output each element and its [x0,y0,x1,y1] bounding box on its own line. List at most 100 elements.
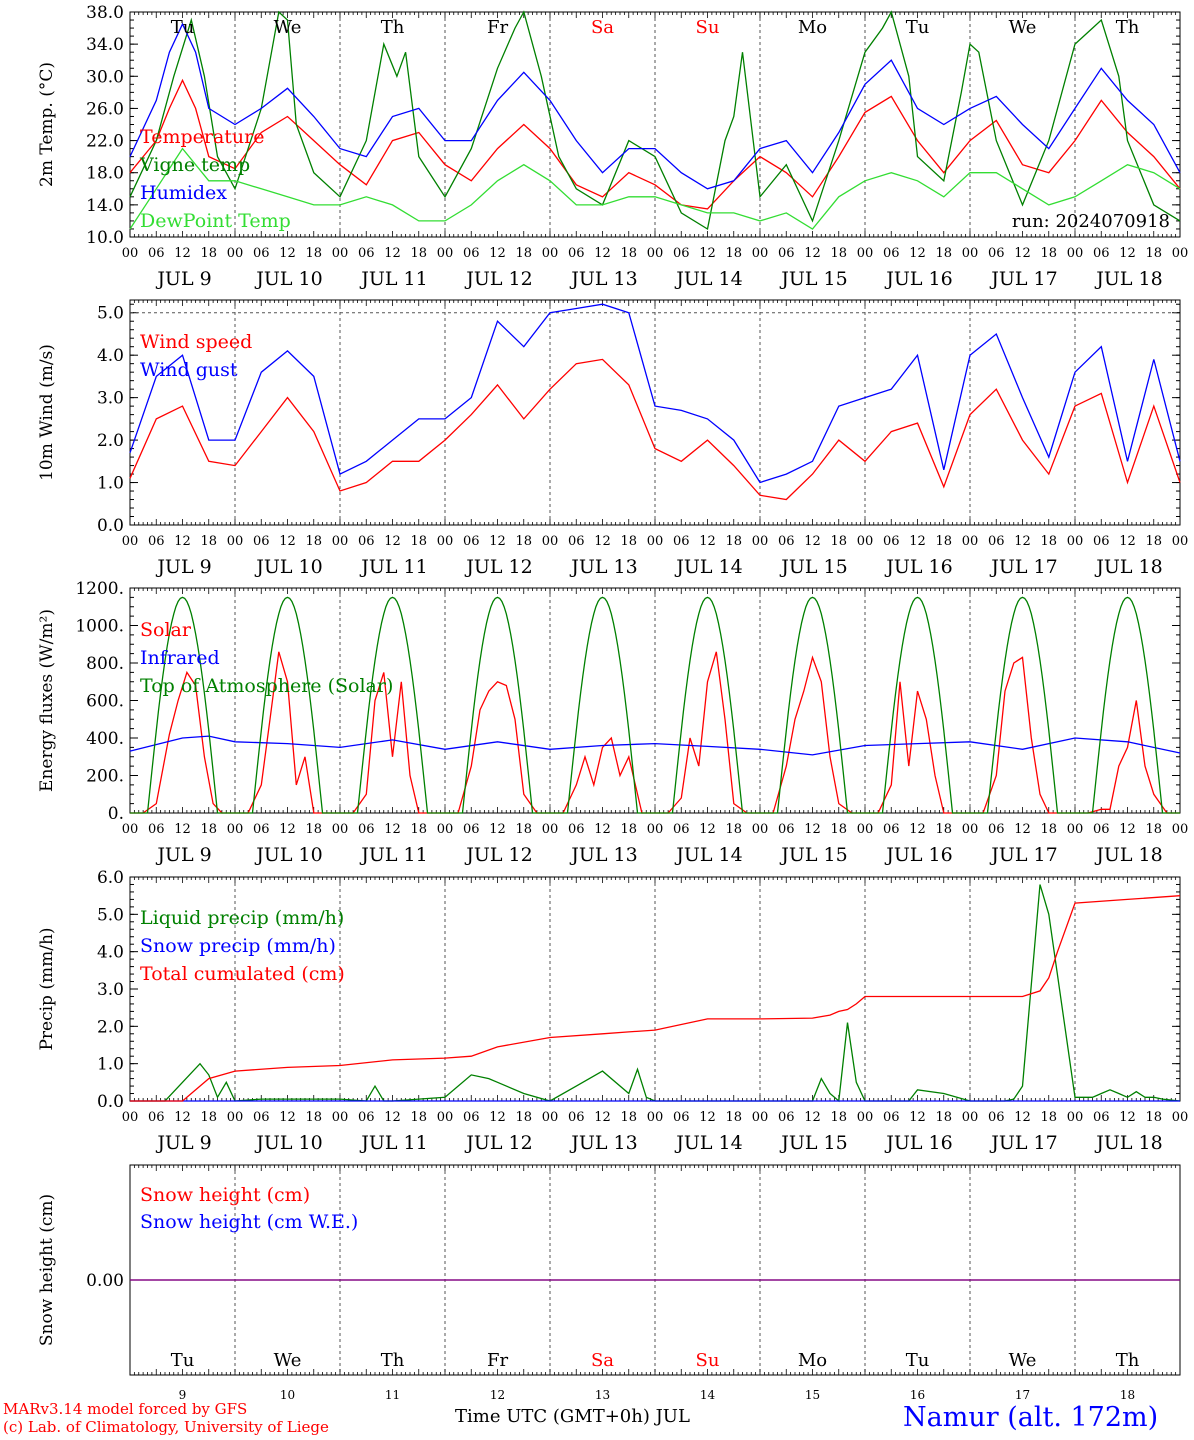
hour-tick-label: 06 [673,534,690,549]
hour-tick-label: 00 [647,246,664,261]
date-label: JUL 15 [779,1132,847,1154]
hour-tick-label: 00 [332,822,349,837]
date-label: JUL 14 [674,556,742,578]
weekday-label: Th [381,17,405,38]
hour-tick-label: 18 [830,822,847,837]
date-label: JUL 9 [155,844,211,866]
hour-tick-label: 18 [1040,822,1057,837]
hour-tick-label: 00 [1172,534,1189,549]
hour-tick-label: 12 [1119,534,1136,549]
date-label: JUL 18 [1094,556,1162,578]
hour-tick-label: 00 [647,534,664,549]
hour-tick-label: 12 [384,822,401,837]
date-label: JUL 14 [674,844,742,866]
date-label: JUL 15 [779,556,847,578]
hour-tick-label: 18 [515,246,532,261]
hour-tick-label: 06 [778,1110,795,1125]
hour-tick-label: 12 [699,1110,716,1125]
weekday-label: Mo [798,17,827,38]
hour-tick-label: 00 [437,246,454,261]
hour-tick-label: 06 [883,1110,900,1125]
hour-tick-label: 06 [358,534,375,549]
hour-tick-label: 00 [752,534,769,549]
run-annotation: run: 2024070918 [1012,211,1170,232]
series-line-total-cumulated-cm- [130,895,1181,1102]
hour-tick-label: 00 [437,534,454,549]
legend-entry: Snow height (cm) [140,1184,310,1206]
hour-tick-label: 00 [332,246,349,261]
weekday-label: Th [1116,17,1140,38]
series-line-humidex [129,22,1181,190]
hour-tick-label: 06 [673,822,690,837]
hour-tick-label: 18 [200,1110,217,1125]
hour-tick-label: 00 [1067,822,1084,837]
hour-tick-label: 18 [725,246,742,261]
date-label: JUL 11 [359,268,427,290]
series-line-wind-gust [129,303,1181,484]
hour-tick-label: 12 [1119,822,1136,837]
date-label: JUL 11 [359,844,427,866]
date-label: JUL 17 [989,268,1057,290]
hour-tick-label: 00 [962,534,979,549]
credits: MARv3.14 model forced by GFS (c) Lab. of… [3,1400,329,1436]
hour-tick-label: 12 [279,822,296,837]
date-label: JUL 9 [155,268,211,290]
hour-tick-label: 12 [384,1110,401,1125]
date-label: JUL 18 [1094,1132,1162,1154]
hour-tick-label: 06 [568,822,585,837]
hour-tick-label: 06 [673,1110,690,1125]
hour-tick-label: 18 [935,246,952,261]
hour-tick-label: 18 [935,534,952,549]
hour-tick-label: 18 [935,1110,952,1125]
hour-tick-label: 06 [883,534,900,549]
hour-tick-label: 00 [227,822,244,837]
hour-tick-label: 18 [1040,534,1057,549]
hour-tick-label: 12 [1014,534,1031,549]
hour-tick-label: 18 [410,246,427,261]
hour-tick-label: 12 [699,534,716,549]
hour-tick-label: 18 [200,534,217,549]
day-number-label: 13 [595,1388,610,1402]
weekday-label: Su [696,17,720,38]
hour-tick-label: 12 [594,822,611,837]
hour-tick-label: 18 [515,1110,532,1125]
hour-tick-label: 00 [227,1110,244,1125]
hour-tick-label: 12 [594,246,611,261]
hour-tick-label: 18 [725,1110,742,1125]
date-label: JUL 9 [155,556,211,578]
hour-tick-label: 00 [962,246,979,261]
hour-tick-label: 06 [568,534,585,549]
hour-tick-label: 18 [830,246,847,261]
hour-tick-label: 06 [148,534,165,549]
y-tick-label: 4.0 [97,943,124,963]
hour-tick-label: 00 [752,1110,769,1125]
day-number-label: 17 [1015,1388,1030,1402]
weekday-label: Fr [487,1350,508,1371]
date-label: JUL 13 [569,268,637,290]
hour-tick-label: 06 [883,246,900,261]
hour-tick-label: 18 [1145,246,1162,261]
hour-tick-label: 00 [122,1110,139,1125]
hour-tick-label: 06 [463,534,480,549]
date-label: JUL 12 [464,556,532,578]
y-tick-label: 30.0 [86,67,124,87]
hour-tick-label: 12 [1119,1110,1136,1125]
y-tick-label: 800. [86,654,124,674]
hour-tick-label: 00 [647,822,664,837]
hour-tick-label: 06 [358,246,375,261]
model-credit: MARv3.14 model forced by GFS [3,1400,248,1418]
date-label: JUL 13 [569,844,637,866]
hour-tick-label: 18 [200,822,217,837]
hour-tick-label: 00 [122,534,139,549]
hour-tick-label: 00 [122,246,139,261]
date-label: JUL 12 [464,844,532,866]
hour-tick-label: 12 [174,246,191,261]
hour-tick-label: 18 [830,534,847,549]
hour-tick-label: 18 [1040,246,1057,261]
y-tick-label: 2.0 [97,1017,124,1037]
hour-tick-label: 18 [515,822,532,837]
hour-tick-label: 00 [647,1110,664,1125]
y-tick-label: 22.0 [86,132,124,152]
date-label: JUL 12 [464,1132,532,1154]
